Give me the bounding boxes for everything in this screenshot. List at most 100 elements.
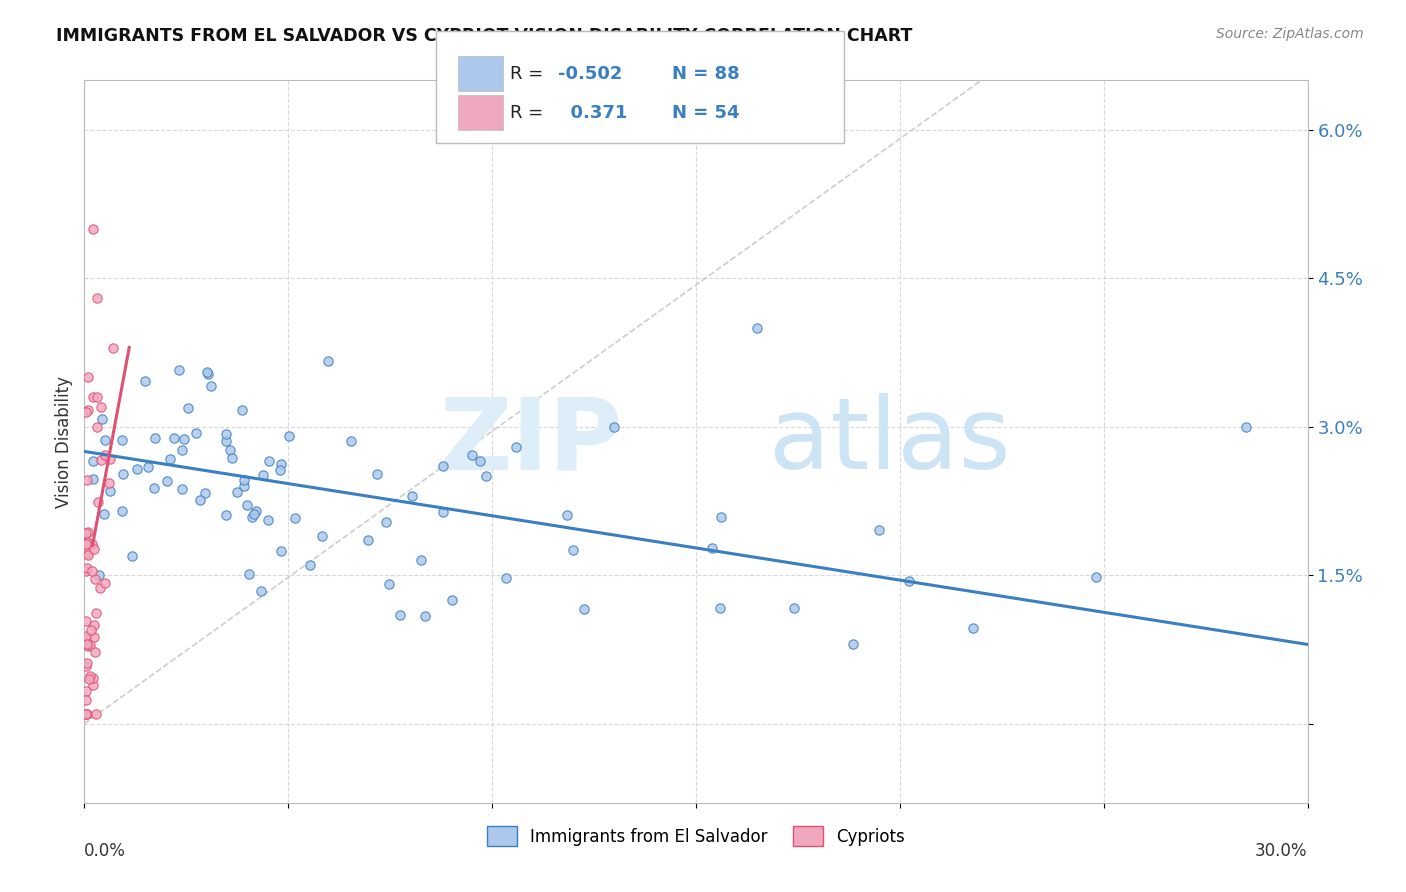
Point [226, 485, 249, 500]
Point [93, 508, 115, 522]
Text: Source: ZipAtlas.com: Source: ZipAtlas.com [1216, 27, 1364, 41]
Point [159, 452, 181, 467]
Point [177, 401, 200, 415]
Point [461, 448, 484, 462]
Text: R =: R = [510, 64, 550, 83]
Point [98, 484, 121, 499]
Point [83, 630, 105, 644]
Point [98, 452, 121, 467]
Point [252, 468, 274, 483]
Point [86, 419, 108, 434]
Point [76, 534, 98, 549]
Point [79, 638, 101, 652]
Point [240, 509, 263, 524]
Point [298, 558, 321, 573]
Text: R =: R = [510, 103, 550, 121]
Point [90, 400, 112, 414]
Point [75, 405, 97, 419]
Point [311, 529, 333, 543]
Point [710, 509, 733, 524]
Point [82, 472, 104, 486]
Point [75, 615, 97, 629]
Point [76, 656, 98, 670]
Point [468, 453, 491, 467]
Point [243, 507, 266, 521]
Point [340, 434, 363, 449]
Point [76, 706, 98, 721]
Point [709, 601, 731, 615]
Point [97, 475, 120, 490]
Point [90, 452, 112, 467]
Point [79, 669, 101, 683]
Point [702, 541, 724, 555]
Point [111, 433, 134, 447]
Point [77, 370, 100, 384]
Point [378, 576, 401, 591]
Point [1084, 570, 1107, 584]
Point [76, 535, 98, 549]
Point [82, 221, 104, 235]
Point [245, 504, 267, 518]
Point [172, 442, 194, 457]
Point [75, 632, 97, 646]
Point [76, 474, 98, 488]
Point [86, 706, 108, 721]
Point [269, 463, 291, 477]
Legend: Immigrants from El Salvador, Cypriots: Immigrants from El Salvador, Cypriots [481, 820, 911, 852]
Point [194, 485, 217, 500]
Point [79, 672, 101, 686]
Point [77, 546, 100, 560]
Point [236, 498, 259, 512]
Point [82, 678, 104, 692]
Point [898, 574, 921, 589]
Point [555, 508, 578, 522]
Point [89, 581, 111, 595]
Point [413, 608, 436, 623]
Point [270, 544, 292, 558]
Point [134, 374, 156, 388]
Point [110, 504, 132, 518]
Point [233, 473, 256, 487]
Text: 0.0%: 0.0% [84, 842, 127, 861]
Point [249, 583, 271, 598]
Point [87, 494, 110, 508]
Point [112, 467, 135, 481]
Point [188, 493, 211, 508]
Point [75, 526, 97, 541]
Point [231, 402, 253, 417]
Point [75, 693, 97, 707]
Point [94, 448, 117, 462]
Point [82, 537, 104, 551]
Point [91, 412, 114, 426]
Point [195, 365, 218, 379]
Point [76, 403, 98, 417]
Point [145, 431, 167, 445]
Point [232, 479, 254, 493]
Point [76, 548, 98, 562]
Point [218, 443, 240, 458]
Point [214, 434, 236, 448]
Text: IMMIGRANTS FROM EL SALVADOR VS CYPRIOT VISION DISABILITY CORRELATION CHART: IMMIGRANTS FROM EL SALVADOR VS CYPRIOT V… [56, 27, 912, 45]
Point [77, 524, 100, 539]
Point [121, 549, 143, 564]
Point [84, 606, 107, 620]
Point [474, 469, 496, 483]
Point [76, 637, 98, 651]
Point [75, 564, 97, 578]
Text: 0.371: 0.371 [558, 103, 627, 121]
Point [83, 541, 105, 556]
Point [270, 457, 292, 471]
Point [357, 533, 380, 547]
Point [94, 433, 117, 447]
Point [238, 566, 260, 581]
Point [495, 571, 517, 585]
Point [87, 567, 110, 582]
Point [409, 553, 432, 567]
Point [747, 320, 769, 334]
Point [75, 683, 97, 698]
Point [82, 454, 104, 468]
Point [75, 629, 97, 643]
Point [441, 593, 464, 607]
Point [561, 542, 583, 557]
Point [783, 601, 806, 615]
